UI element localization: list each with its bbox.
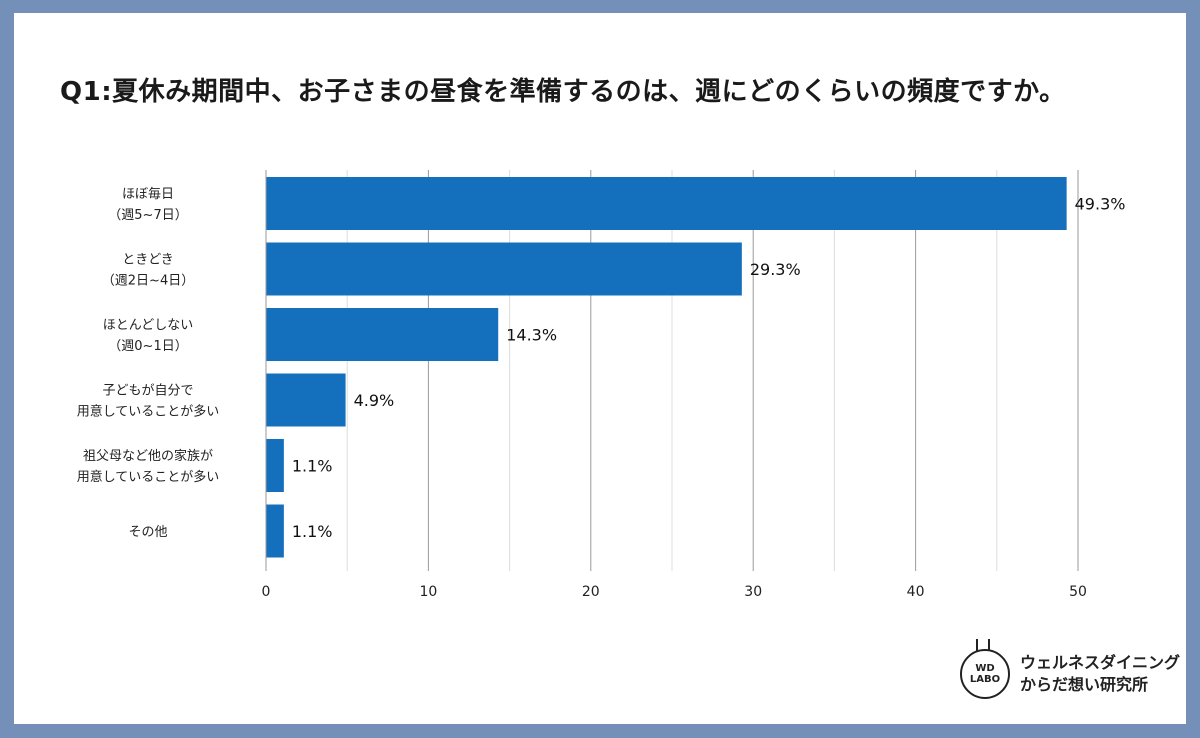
bar: [266, 308, 499, 361]
category-label: ときどき: [122, 253, 174, 268]
logo-mark-line1: WD: [975, 663, 995, 674]
category-label: ほとんどしない: [103, 318, 194, 333]
logo-mark-line2: LABO: [969, 674, 1001, 685]
x-tick-label: 0: [262, 584, 271, 600]
category-label: その他: [128, 525, 167, 540]
x-tick-label: 50: [1069, 584, 1087, 600]
data-label: 29.3%: [750, 260, 801, 279]
logo-text: ウェルネスダイニング からだ想い研究所: [1020, 652, 1180, 696]
bar: [266, 177, 1067, 230]
logo-text-line1: ウェルネスダイニング: [1020, 653, 1181, 672]
bar: [266, 373, 346, 427]
chart-card: Q1:夏休み期間中、お子さまの昼食を準備するのは、週にどのくらいの頻度ですか。 …: [14, 13, 1186, 724]
x-tick-label: 20: [582, 584, 600, 600]
bar: [266, 242, 742, 296]
x-tick-label: 40: [907, 584, 925, 600]
category-label: 用意していることが多い: [77, 404, 220, 420]
chart-title: Q1:夏休み期間中、お子さまの昼食を準備するのは、週にどのくらいの頻度ですか。: [60, 77, 1066, 107]
data-label: 14.3%: [506, 326, 557, 345]
category-label: （週5~7日）: [108, 208, 187, 223]
category-label: 子どもが自分で: [102, 384, 193, 399]
logo-text-line2: からだ想い研究所: [1020, 675, 1149, 694]
category-label: （週0~1日）: [108, 339, 187, 354]
category-label: ほぼ毎日: [122, 186, 174, 202]
wd-labo-logo-mark: WD LABO: [960, 639, 1010, 699]
data-label: 4.9%: [354, 391, 395, 410]
x-tick-label: 10: [419, 584, 437, 600]
data-label: 1.1%: [292, 522, 333, 541]
bar-chart: 0 10 20 30 40 50 49.3% ほぼ毎日 （週5~7日） 29.3% ときどき （週2日…: [77, 170, 1126, 600]
bar: [266, 439, 284, 492]
category-label: （週2日~4日）: [102, 274, 194, 289]
wd-labo-logo: WD LABO ウェルネスダイニング からだ想い研究所: [960, 639, 1180, 699]
x-tick-label: 30: [744, 584, 762, 600]
category-label: 用意していることが多い: [77, 469, 220, 485]
data-label: 1.1%: [292, 457, 333, 476]
bar: [266, 504, 284, 558]
data-label: 49.3%: [1075, 195, 1126, 214]
category-label: 祖父母など他の家族が: [83, 448, 213, 464]
